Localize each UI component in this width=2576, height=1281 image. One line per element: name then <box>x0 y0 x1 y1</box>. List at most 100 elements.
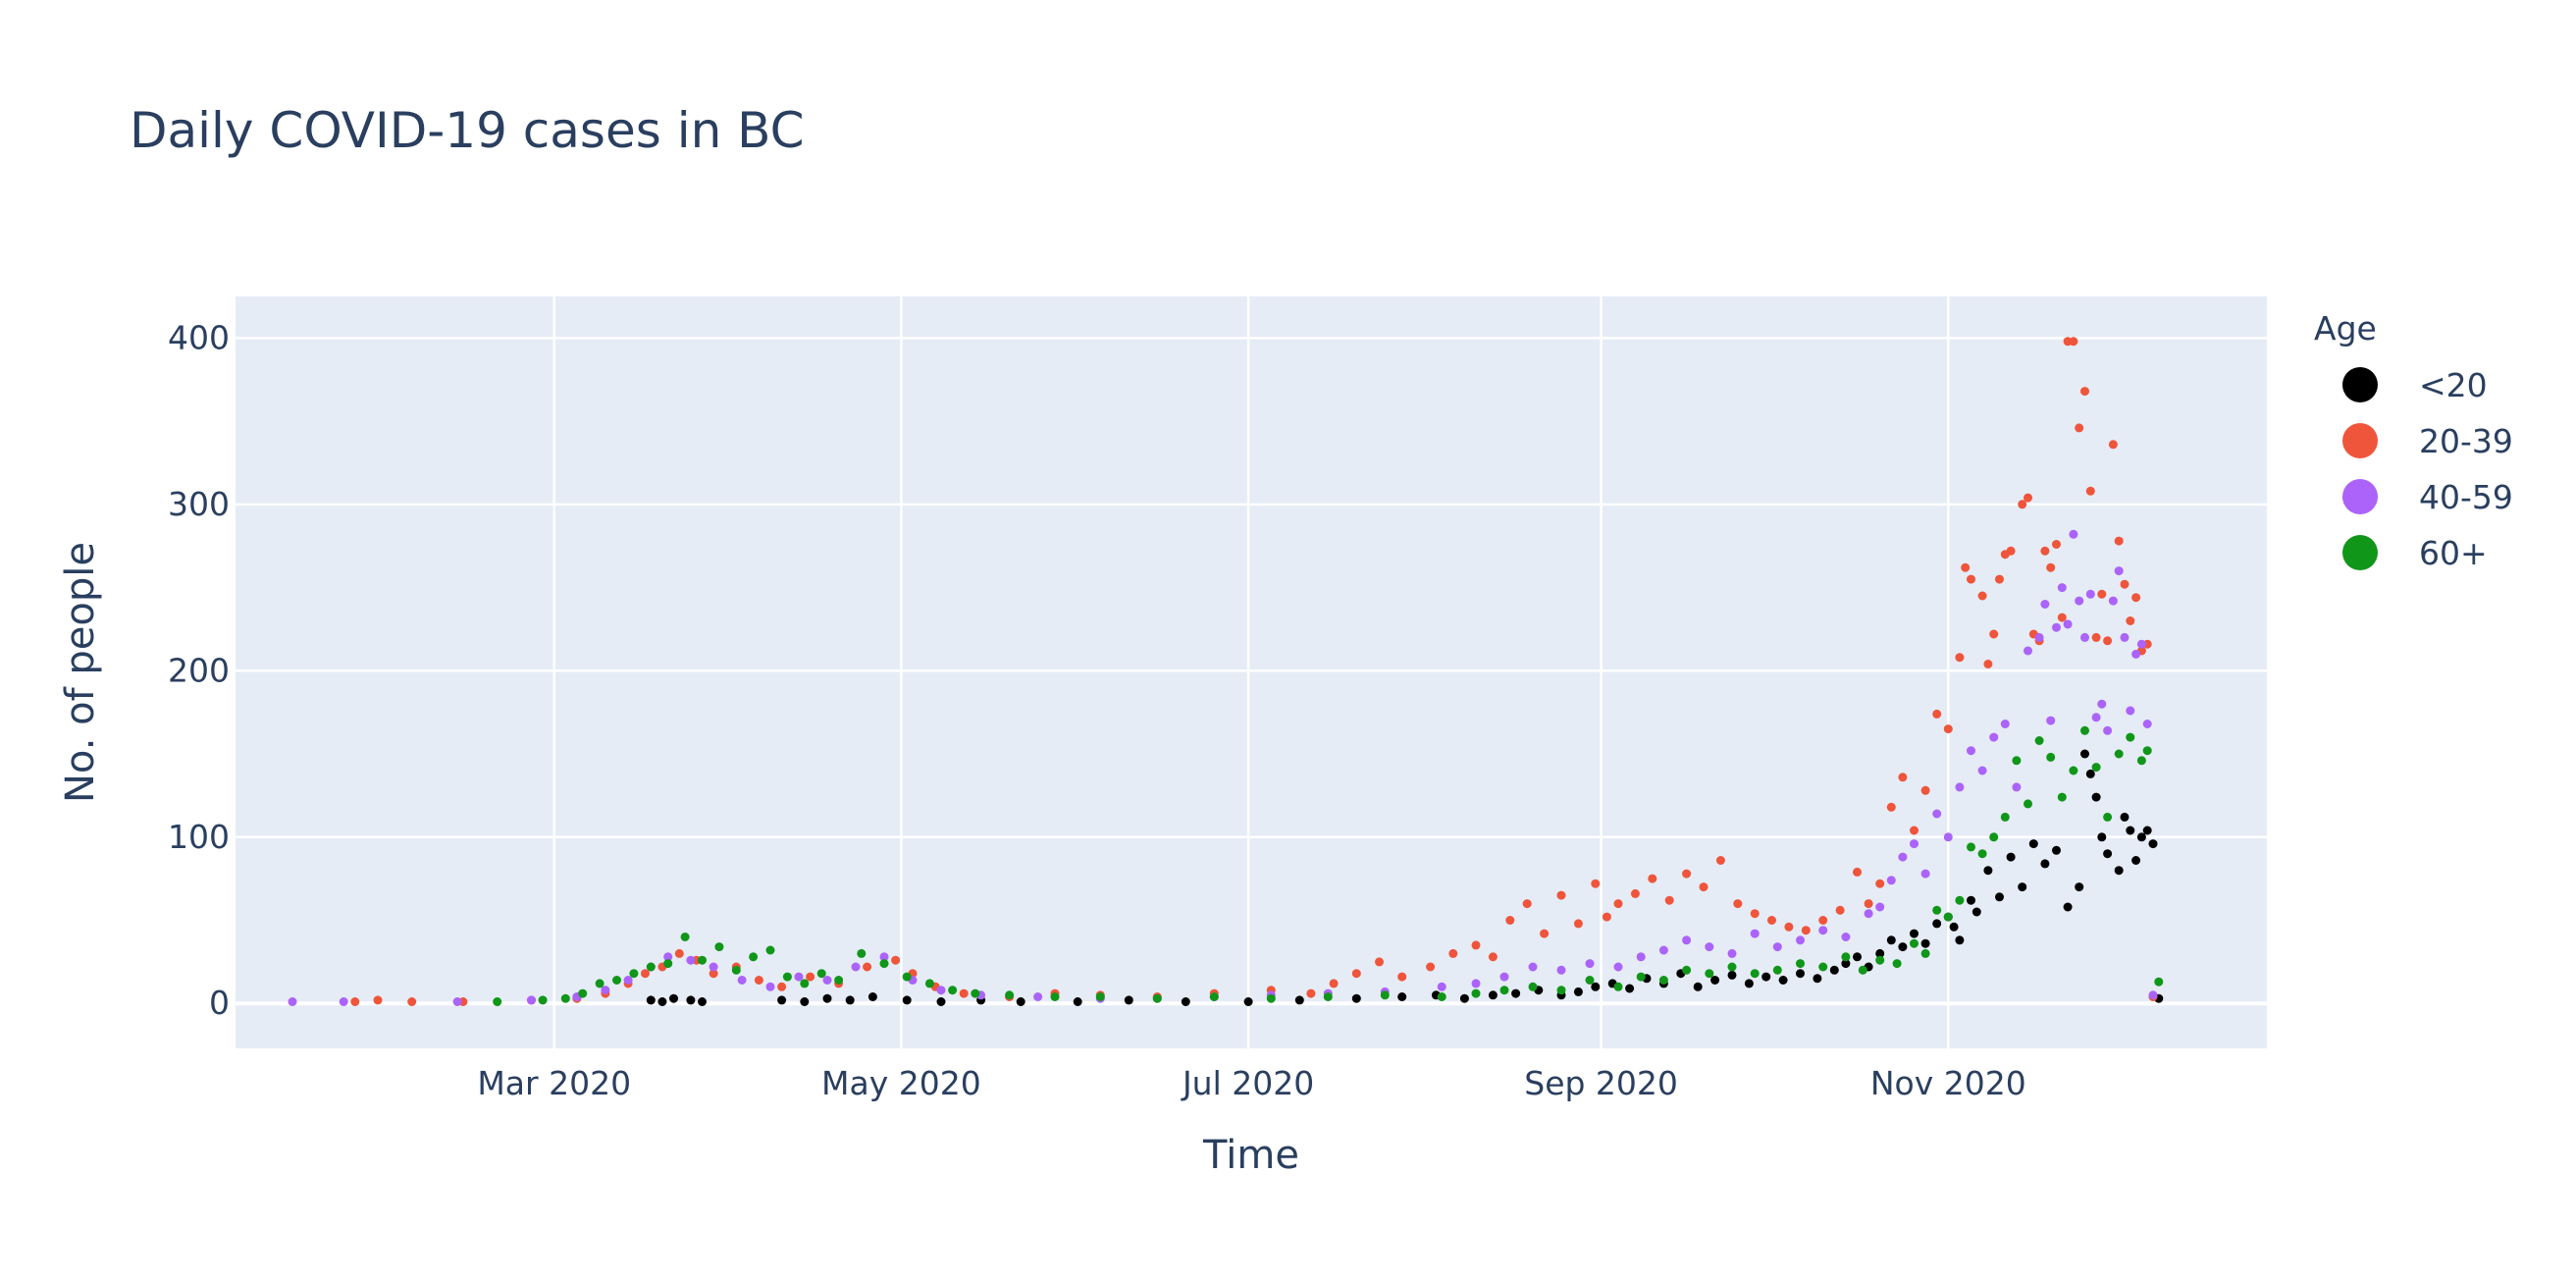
data-point <box>2080 725 2089 735</box>
data-point <box>1955 782 1965 792</box>
data-point <box>1898 852 1908 862</box>
data-point <box>1910 839 1919 849</box>
data-point <box>629 969 639 979</box>
data-point <box>1961 562 1971 572</box>
data-point <box>959 988 969 998</box>
data-point <box>1556 965 1566 975</box>
legend-item: 20-39 <box>2342 422 2513 460</box>
data-point <box>1625 984 1635 993</box>
data-point <box>1209 992 1219 1001</box>
data-point <box>1955 653 1965 663</box>
data-point <box>1693 982 1703 991</box>
data-point <box>1995 574 2004 584</box>
data-point <box>2120 812 2129 822</box>
data-point <box>777 982 787 991</box>
data-point <box>2091 632 2101 642</box>
legend-item: <20 <box>2342 366 2488 404</box>
data-point <box>2080 749 2089 759</box>
data-point <box>2075 596 2084 606</box>
data-point <box>1841 952 1851 962</box>
data-point <box>1886 802 1896 812</box>
data-point <box>822 976 832 985</box>
data-point <box>1967 895 1975 905</box>
y-axis-title: No. of people <box>58 542 103 803</box>
x-tick-label: Sep 2020 <box>1524 1064 1678 1102</box>
data-point <box>1705 969 1714 979</box>
data-point <box>1920 785 1930 795</box>
data-point <box>1920 869 1930 879</box>
data-point <box>834 976 844 985</box>
data-point <box>646 995 656 1005</box>
data-point <box>1397 992 1407 1001</box>
data-point <box>709 962 718 972</box>
x-axis-title: Time <box>1202 1133 1299 1178</box>
plot-area <box>236 296 2267 1048</box>
data-point <box>686 955 696 965</box>
data-point <box>2052 622 2061 632</box>
data-point <box>1796 959 1805 969</box>
data-point <box>1471 940 1481 950</box>
data-point <box>1243 997 1253 1006</box>
data-point <box>800 997 810 1006</box>
data-point <box>1488 990 1498 1000</box>
legend-marker <box>2342 367 2378 402</box>
data-point <box>1471 988 1481 998</box>
data-point <box>851 962 861 972</box>
legend: Age <20 20-39 40-59 60+ <box>2314 309 2513 572</box>
data-point <box>1323 992 1333 1001</box>
data-point <box>1989 732 1999 742</box>
data-point <box>2034 632 2044 642</box>
data-point <box>924 979 934 988</box>
data-point <box>2024 799 2032 809</box>
legend-label: 40-59 <box>2419 478 2513 516</box>
data-point <box>800 979 810 988</box>
x-tick-label: May 2020 <box>821 1064 981 1102</box>
data-point <box>1306 988 1316 998</box>
data-point <box>2069 529 2078 539</box>
data-point <box>1522 899 1532 909</box>
data-point <box>1050 992 1060 1001</box>
data-point <box>902 972 912 982</box>
data-point <box>1818 916 1828 925</box>
data-point <box>1796 969 1805 979</box>
data-point <box>2136 639 2146 649</box>
data-point <box>2069 337 2078 347</box>
data-point <box>879 959 889 969</box>
data-point <box>1796 935 1805 945</box>
data-point <box>1853 867 1862 877</box>
data-point <box>971 988 980 998</box>
data-point <box>1733 899 1743 909</box>
data-point <box>1294 995 1304 1005</box>
legend-label: 20-39 <box>2419 422 2513 460</box>
data-point <box>1375 957 1384 967</box>
data-point <box>1351 993 1361 1003</box>
data-point <box>2114 536 2124 546</box>
data-point <box>765 945 775 955</box>
data-point <box>1967 574 1975 584</box>
data-point <box>663 959 673 969</box>
data-point <box>1016 997 1025 1006</box>
data-point <box>1585 959 1595 969</box>
data-point <box>1573 987 1583 996</box>
data-point <box>560 993 570 1003</box>
data-point <box>601 986 610 995</box>
data-point <box>2000 720 2010 728</box>
data-point <box>1767 916 1776 925</box>
data-point <box>1989 629 1999 639</box>
data-point <box>2046 716 2056 725</box>
data-point <box>936 997 946 1006</box>
data-point <box>1699 882 1709 892</box>
data-point <box>1910 938 1919 948</box>
data-point <box>1351 969 1361 979</box>
data-point <box>1573 919 1583 929</box>
data-point <box>1864 909 1873 919</box>
x-tick-label: Jul 2020 <box>1181 1064 1314 1102</box>
legend-marker <box>2342 535 2378 570</box>
data-point <box>2120 632 2129 642</box>
data-point <box>2097 832 2107 842</box>
series-group <box>646 749 2164 1006</box>
data-point <box>1813 974 1822 984</box>
data-point <box>948 986 958 995</box>
data-point <box>527 995 536 1005</box>
data-point <box>2103 636 2113 646</box>
